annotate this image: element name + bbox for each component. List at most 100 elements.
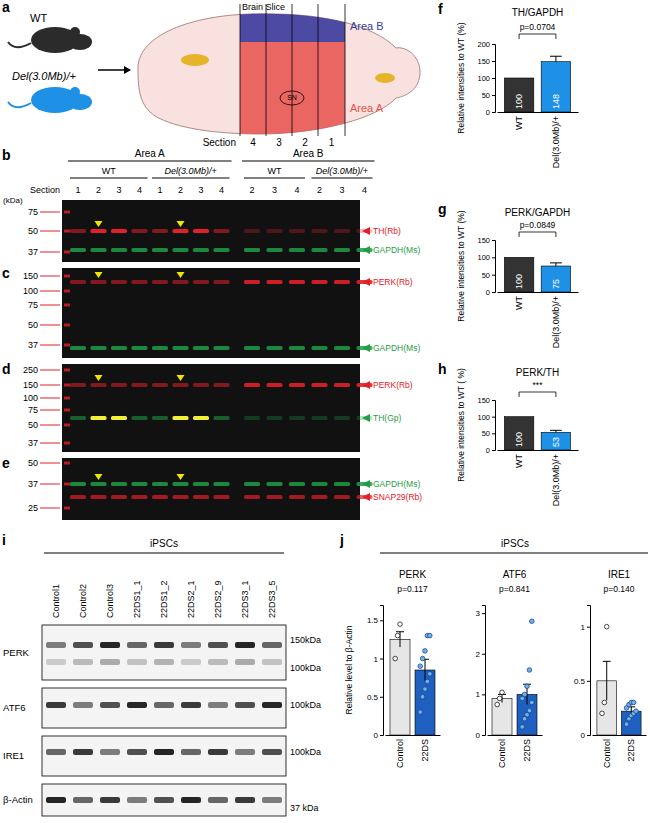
label-arrow	[362, 246, 370, 254]
x-axis: WTDel(3.0Mb)/+	[498, 112, 579, 168]
data-point	[418, 710, 423, 715]
row-label: IRE1	[3, 750, 24, 761]
band	[152, 280, 168, 284]
band	[334, 229, 350, 233]
band	[173, 482, 189, 486]
band	[262, 702, 282, 708]
marker-label: 100	[23, 286, 38, 296]
y-tick-mark	[492, 400, 495, 401]
section-number: 4	[250, 137, 256, 148]
band	[111, 383, 127, 387]
marker-label: 250	[23, 365, 38, 375]
figure: abcdefghijWTDel(3.0Mb)/+SNBrain SliceAre…	[0, 0, 650, 823]
marker-label: 37	[28, 340, 38, 350]
bar	[621, 711, 641, 735]
band	[289, 229, 305, 233]
x-tick-label: 22DS	[420, 739, 430, 762]
y-tick: 0.5	[367, 693, 383, 702]
band	[152, 346, 168, 350]
band	[132, 482, 148, 486]
area-header: Area B	[293, 148, 324, 159]
sn-outline	[280, 91, 304, 105]
band	[91, 280, 107, 284]
band	[111, 495, 127, 499]
band	[127, 659, 147, 665]
protein-label: PERK(Rb)	[373, 277, 413, 287]
band	[267, 280, 283, 284]
band	[91, 229, 107, 233]
y-tick: 0	[486, 108, 495, 117]
highlight-arrow	[95, 375, 103, 381]
y-tick-mark	[587, 681, 590, 682]
ladder-band	[64, 424, 70, 427]
y-tick: 0	[581, 731, 590, 740]
x-axis: WTDel(3.0Mb)/+	[498, 450, 579, 506]
area-header: Area A	[135, 148, 165, 159]
data-point	[631, 700, 636, 705]
mouse	[8, 27, 92, 53]
band	[312, 383, 328, 387]
y-tick: 1	[374, 655, 383, 664]
protein-label: TH(Rb)	[373, 226, 401, 236]
y-tick-label: 1	[476, 690, 481, 699]
lane-label: 22DS1_2	[159, 580, 169, 618]
band	[267, 248, 283, 252]
marker-tick	[40, 345, 60, 346]
x-tick: Del(3.0Mb)/+	[551, 450, 561, 506]
ladder-band	[64, 324, 70, 327]
y-tick: 50	[482, 91, 495, 100]
protein-label: TH(Gp)	[373, 413, 402, 423]
lane-label: 4	[219, 185, 224, 195]
y-tick: 100	[477, 253, 495, 262]
band	[91, 416, 107, 420]
header-line	[242, 161, 375, 162]
blot-header: Area AArea BWTDel(3.0Mb)/+WTDel(3.0Mb)/+…	[3, 148, 375, 205]
ladder-band	[64, 507, 70, 510]
marker-tick	[40, 252, 60, 253]
lane-label: Control2	[78, 584, 88, 618]
marker-tick	[40, 463, 60, 464]
marks	[390, 622, 435, 735]
data-point	[525, 684, 530, 689]
band	[70, 495, 86, 499]
y-tick: 150	[477, 396, 495, 405]
band	[132, 383, 148, 387]
band	[267, 383, 283, 387]
section-line	[318, 4, 319, 136]
marker-label: 37	[28, 247, 38, 257]
band	[262, 659, 282, 665]
protein-label: GAPDH(Ms)	[373, 245, 420, 255]
marker-label: 75	[28, 405, 38, 415]
sn-label: SN	[287, 94, 297, 101]
label-arrow	[362, 278, 370, 286]
y-tick-mark	[492, 95, 495, 96]
error-bar	[550, 430, 562, 432]
x-tick-label: 22DS	[522, 739, 532, 762]
x-tick: Del(3.0Mb)/+	[551, 292, 561, 348]
band	[46, 642, 66, 648]
band	[312, 495, 328, 499]
data-label: 53	[551, 437, 561, 447]
band	[235, 749, 255, 755]
band	[244, 346, 260, 350]
band	[132, 495, 148, 499]
y-tick-mark	[492, 433, 495, 434]
band	[111, 482, 127, 486]
bar	[504, 78, 533, 112]
protein-label: GAPDH(Ms)	[373, 479, 420, 489]
header-line	[312, 178, 373, 179]
x-tick-label: Del(3.0Mb)/+	[551, 454, 561, 506]
x-tick: Control	[395, 735, 405, 768]
data-label: 100	[514, 274, 524, 289]
y-tick-label: 50	[482, 429, 490, 438]
data-label: 148	[551, 94, 561, 109]
band	[132, 280, 148, 284]
area-label: Area B	[350, 20, 384, 32]
band	[73, 702, 93, 708]
y-tick: 100	[477, 74, 495, 83]
data-label: 100	[514, 432, 524, 447]
p-value: p=0.0704	[520, 22, 556, 32]
band	[154, 749, 174, 755]
panel-title: iPSCs	[501, 538, 529, 549]
band	[193, 416, 209, 420]
